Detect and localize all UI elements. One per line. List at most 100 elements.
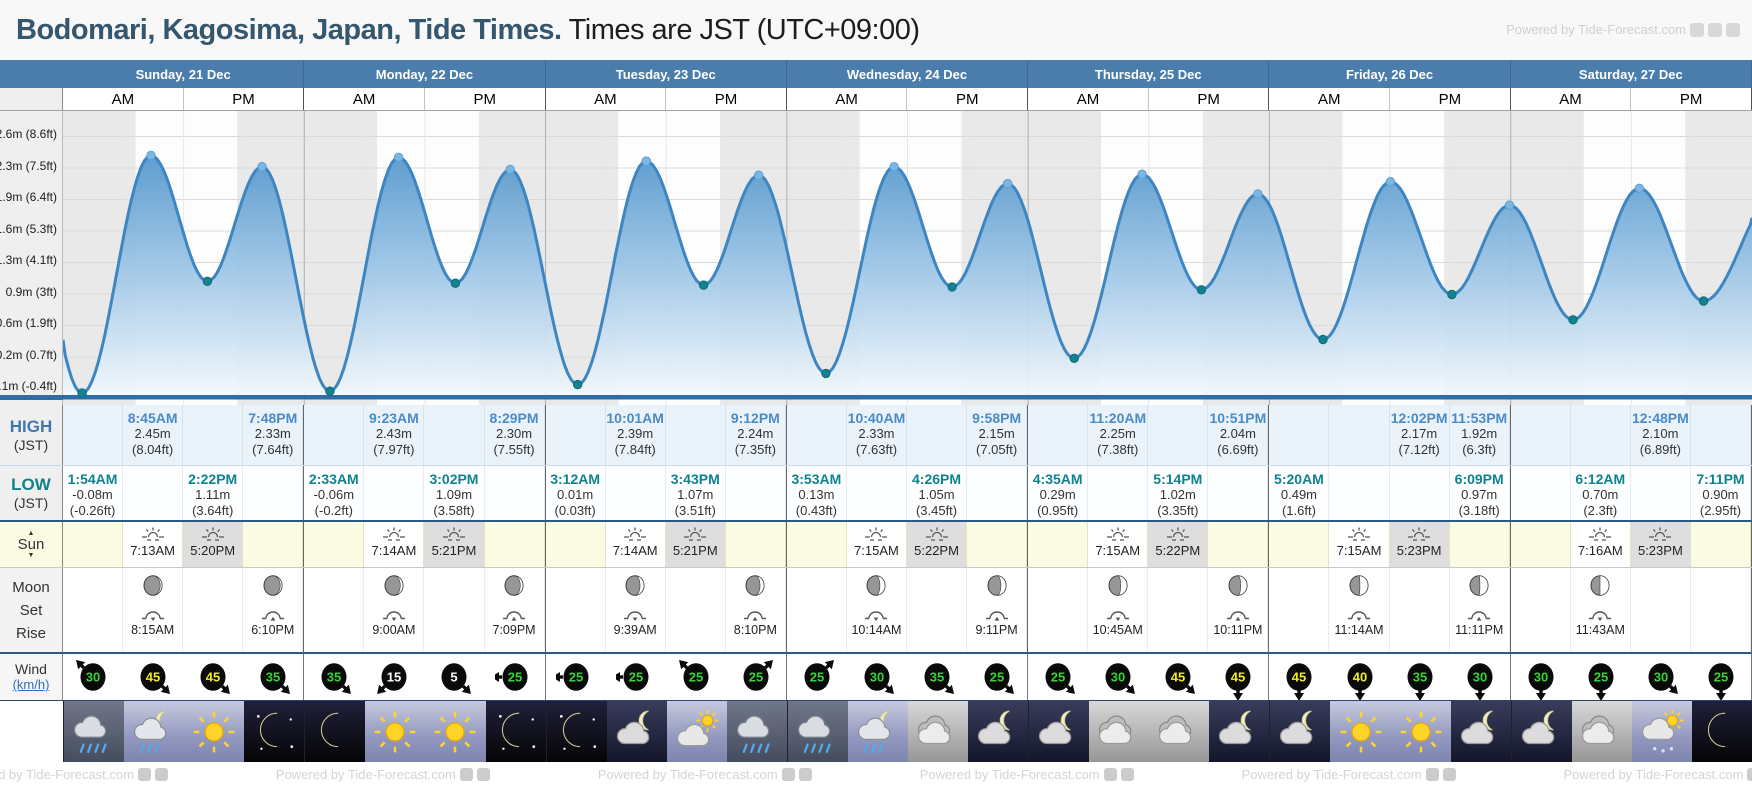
high-tide-day-2: 10:01AM 2.39m (7.84ft) 9:12PM 2.24m (7.35ft) — [545, 405, 787, 465]
ampm-label: PM — [1390, 88, 1511, 110]
sunrise-icon — [1106, 527, 1129, 541]
moon-cell: 11:14AM — [1329, 568, 1390, 652]
sun-cell: 7:14AM — [364, 522, 425, 567]
low-tide-entry: 4:35AM 0.29m (0.95ft) — [1033, 466, 1083, 519]
day-header-6: Saturday, 27 Dec — [1511, 60, 1752, 88]
y-axis-label: 1.9m (6.4ft) — [0, 190, 57, 205]
high-tide-cell: 8:29PM 2.30m (7.55ft) — [485, 405, 545, 465]
high-tide-entry: 11:20AM 2.25m (7.38ft) — [1089, 405, 1146, 458]
watermark-badge-icon — [798, 768, 812, 781]
moon-phase-icon — [263, 575, 283, 596]
wind-cell: 45 — [123, 654, 183, 700]
weather-cloud-moon-icon — [616, 710, 649, 744]
tide-height-ft: (3.18ft) — [1458, 503, 1500, 518]
wind-cell: 30 — [847, 654, 907, 700]
tide-height-ft: (6.69ft) — [1217, 442, 1259, 457]
weather-rain-dark-icon — [73, 714, 107, 753]
footer-watermark: Powered by Tide-Forecast.com — [1564, 767, 1752, 782]
wind-day-0: 30 45 45 35 — [63, 654, 305, 700]
wind-arrow-icon: 30 — [864, 663, 894, 694]
svg-text:35: 35 — [266, 670, 280, 685]
low-tide-cell: 3:12AM 0.01m (0.03ft) — [546, 466, 606, 520]
wind-unit-link[interactable]: (km/h) — [12, 677, 50, 692]
wind-cell: 25 — [666, 654, 726, 700]
sun-day-2: 7:14AM 5:21PM — [546, 522, 787, 567]
wind-cell: 25 — [787, 654, 847, 700]
wind-cell: 25 — [967, 654, 1027, 700]
sunrise-icon — [382, 527, 405, 541]
ampm-label: AM — [546, 88, 667, 110]
high-tide-day-3: 10:40AM 2.33m (7.63ft) 9:58PM 2.15m (7.05ft) — [786, 405, 1029, 465]
moon-cell: 8:10PM — [726, 568, 786, 652]
sunset-icon — [1166, 527, 1189, 541]
high-tide-entry: 7:48PM 2.33m (7.64ft) — [248, 405, 297, 458]
wind-arrow-icon: 30 — [1528, 663, 1554, 700]
ampm-day-5: AM PM — [1269, 88, 1511, 110]
ampm-day-3: AM PM — [787, 88, 1029, 110]
low-tide-cell: 3:02PM 1.09m (3.58ft) — [424, 466, 485, 520]
svg-text:25: 25 — [749, 670, 763, 685]
low-tide-entry: 2:22PM 1.11m (3.64ft) — [188, 466, 237, 519]
low-tide-cell: 4:35AM 0.29m (0.95ft) — [1028, 466, 1089, 520]
wind-arrow-icon: 45 — [200, 663, 231, 694]
high-tide-cell — [1329, 405, 1390, 465]
weather-sunny-icon — [435, 711, 476, 752]
weather-night-stars-icon — [257, 712, 294, 750]
y-axis: 3m (9.8ft)2.6m (8.6ft)2.3m (7.5ft)1.9m (… — [0, 111, 63, 405]
sunrise-time: 7:14AM — [612, 543, 658, 558]
sun-cell: 7:15AM — [1329, 522, 1390, 567]
high-tide-cell: 11:53PM 1.92m (6.3ft) — [1450, 405, 1510, 465]
low-tide-cell — [847, 466, 907, 520]
low-tide-cell: 6:09PM 0.97m (3.18ft) — [1450, 466, 1510, 520]
high-tide-cell: 7:48PM 2.33m (7.64ft) — [243, 405, 304, 465]
weather-cell — [425, 701, 486, 762]
ampm-label: AM — [304, 88, 425, 110]
low-tide-time: 7:11PM — [1696, 471, 1745, 487]
tide-height-ft: (3.35ft) — [1157, 503, 1199, 518]
weather-cloud-moon-icon — [978, 710, 1011, 744]
tide-height-ft: (-0.26ft) — [69, 503, 116, 518]
sun-cell — [967, 522, 1028, 567]
wind-arrow-icon: 25 — [984, 663, 1015, 694]
page-title: Bodomari, Kagosima, Japan, Tide Times. T… — [0, 0, 1752, 47]
low-tide-cell: 4:26PM 1.05m (3.45ft) — [907, 466, 968, 520]
low-tide-cell — [485, 466, 545, 520]
wind-arrow-icon: 30 — [1105, 663, 1136, 694]
sunset-time: 5:22PM — [1155, 543, 1201, 558]
wind-arrow-icon: 15 — [377, 663, 407, 694]
tide-chart: 3m (9.8ft)2.6m (8.6ft)2.3m (7.5ft)1.9m (… — [0, 111, 1752, 405]
tide-height-ft: (6.89ft) — [1639, 442, 1681, 457]
low-tide-day-3: 3:53AM 0.13m (0.43ft) 4:26PM 1.05m (3.45ft) — [786, 466, 1029, 520]
timezone-note: Times are JST (UTC+09:00) — [561, 14, 920, 46]
moon-phase-icon — [143, 575, 163, 596]
sunset-icon — [925, 527, 948, 541]
moon-phase-icon — [1228, 575, 1248, 596]
low-tide-entry: 5:14PM 1.02m (3.35ft) — [1153, 466, 1202, 519]
footer-watermark: Powered by Tide-Forecast.com — [276, 767, 490, 782]
sun-day-0: 7:13AM 5:20PM — [63, 522, 305, 567]
moon-phase-icon — [987, 575, 1007, 596]
tide-height-ft: (8.04ft) — [132, 442, 174, 457]
moonset-icon — [1348, 611, 1371, 621]
moonrise-time: 11:11PM — [1455, 623, 1504, 637]
moonrise-icon — [261, 611, 284, 621]
weather-day-6 — [1510, 701, 1752, 762]
low-tide-cell — [1329, 466, 1390, 520]
weather-cell — [1330, 701, 1391, 762]
low-tide-cell — [606, 466, 666, 520]
wind-cell: 5 — [424, 654, 484, 700]
ampm-day-4: AM PM — [1028, 88, 1270, 110]
tide-curve-plot — [63, 111, 1752, 405]
y-axis-label: 2.3m (7.5ft) — [0, 158, 57, 173]
sunrise-icon — [865, 527, 888, 541]
high-tide-entry: 9:23AM 2.43m (7.97ft) — [369, 405, 419, 458]
moon-day-2: 9:39AM 8:10PM — [546, 568, 787, 652]
tide-height-m: 2.24m — [737, 426, 774, 441]
moon-phase-icon — [384, 575, 404, 596]
weather-cell — [666, 701, 727, 762]
moonrise-icon — [1468, 611, 1491, 621]
sun-cell: 5:22PM — [1148, 522, 1209, 567]
tide-height-ft: (7.55ft) — [493, 442, 535, 457]
moonrise-time: 6:10PM — [251, 623, 295, 637]
moon-cell: 10:45AM — [1088, 568, 1149, 652]
